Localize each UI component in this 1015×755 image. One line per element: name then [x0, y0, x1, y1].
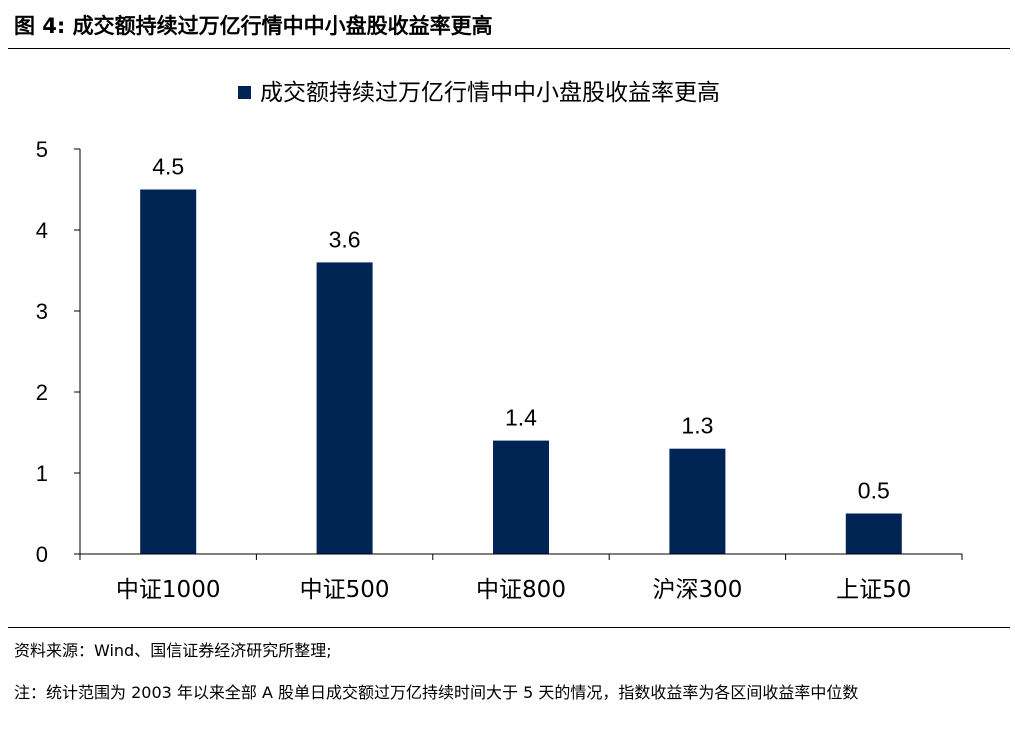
data-labels: 4.5 3.6 1.4 1.3 0.5 — [152, 154, 890, 504]
data-label: 4.5 — [152, 154, 184, 180]
bar — [845, 513, 902, 554]
data-label: 0.5 — [858, 478, 890, 504]
legend-label: 成交额持续过万亿行情中中小盘股收益率更高 — [260, 80, 720, 106]
bar — [669, 448, 726, 554]
y-tick-label: 3 — [36, 299, 48, 324]
figure-title: 图 4: 成交额持续过万亿行情中中小盘股收益率更高 — [14, 14, 493, 38]
x-tick-label: 中证1000 — [116, 577, 221, 603]
bar-chart: 成交额持续过万亿行情中中小盘股收益率更高 0 1 2 3 4 5 4.5 3.6 1.4 1.3… — [36, 80, 963, 603]
bar — [316, 262, 373, 554]
y-tick-label: 0 — [36, 542, 48, 567]
y-tick-label: 1 — [36, 461, 48, 486]
y-axis: 0 1 2 3 4 5 — [36, 137, 81, 567]
title-divider — [8, 48, 1010, 49]
x-tick-label: 沪深300 — [652, 577, 742, 603]
footer-divider — [8, 627, 1010, 628]
legend-swatch — [238, 86, 251, 99]
data-label: 1.4 — [505, 405, 537, 431]
data-label: 1.3 — [681, 413, 713, 439]
source-note: 资料来源：Wind、国信证券经济研究所整理; — [14, 641, 332, 660]
bars — [140, 189, 902, 554]
x-tick-label: 中证500 — [300, 577, 390, 603]
chart-legend: 成交额持续过万亿行情中中小盘股收益率更高 — [238, 80, 720, 106]
y-tick-label: 4 — [36, 218, 48, 243]
y-tick-label: 5 — [36, 137, 48, 162]
x-axis: 中证1000 中证500 中证800 沪深300 上证50 — [79, 554, 963, 603]
x-tick-label: 中证800 — [476, 577, 566, 603]
data-label: 3.6 — [329, 226, 361, 252]
y-tick-label: 2 — [36, 380, 48, 405]
bar — [140, 189, 197, 554]
footnote: 注：统计范围为 2003 年以来全部 A 股单日成交额过万亿持续时间大于 5 天… — [14, 683, 859, 702]
bar — [493, 440, 549, 554]
x-tick-label: 上证50 — [836, 577, 911, 603]
